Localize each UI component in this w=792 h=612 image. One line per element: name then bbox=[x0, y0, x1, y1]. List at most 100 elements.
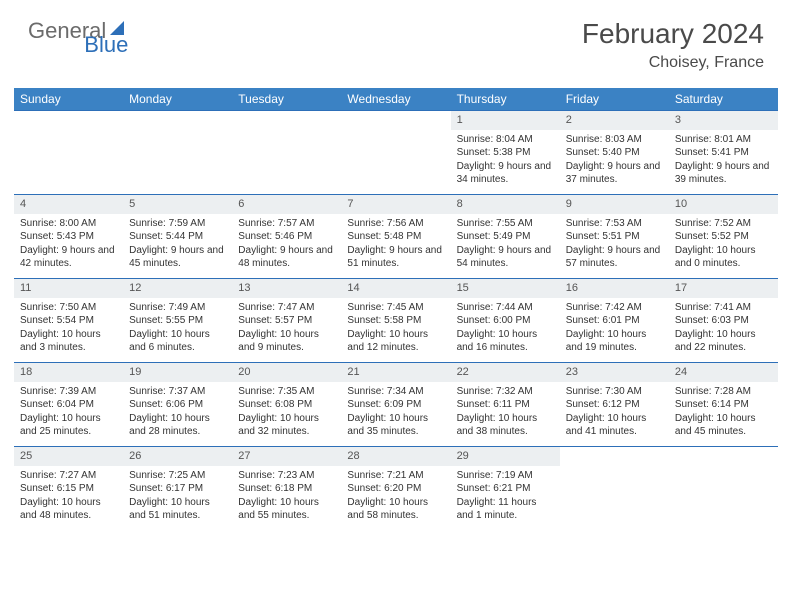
sunset-text: Sunset: 6:04 PM bbox=[20, 398, 117, 412]
day-body: Sunrise: 7:41 AMSunset: 6:03 PMDaylight:… bbox=[669, 298, 778, 360]
day-body: Sunrise: 7:52 AMSunset: 5:52 PMDaylight:… bbox=[669, 214, 778, 276]
calendar-grid: 1Sunrise: 8:04 AMSunset: 5:38 PMDaylight… bbox=[14, 110, 778, 530]
sunset-text: Sunset: 6:20 PM bbox=[347, 482, 444, 496]
day-number: 13 bbox=[232, 279, 341, 298]
day-body: Sunrise: 8:03 AMSunset: 5:40 PMDaylight:… bbox=[560, 130, 669, 192]
daylight-text: Daylight: 10 hours and 9 minutes. bbox=[238, 328, 335, 355]
weekday-header: Sunday bbox=[14, 88, 123, 110]
day-number: 10 bbox=[669, 195, 778, 214]
day-number: 2 bbox=[560, 111, 669, 130]
weekday-header-row: SundayMondayTuesdayWednesdayThursdayFrid… bbox=[14, 88, 778, 110]
calendar-cell: 18Sunrise: 7:39 AMSunset: 6:04 PMDayligh… bbox=[14, 362, 123, 446]
daylight-text: Daylight: 10 hours and 25 minutes. bbox=[20, 412, 117, 439]
sunrise-text: Sunrise: 7:19 AM bbox=[457, 469, 554, 483]
daylight-text: Daylight: 9 hours and 37 minutes. bbox=[566, 160, 663, 187]
sunrise-text: Sunrise: 7:23 AM bbox=[238, 469, 335, 483]
daylight-text: Daylight: 10 hours and 55 minutes. bbox=[238, 496, 335, 523]
day-number: 16 bbox=[560, 279, 669, 298]
day-body: Sunrise: 8:00 AMSunset: 5:43 PMDaylight:… bbox=[14, 214, 123, 276]
day-body: Sunrise: 7:44 AMSunset: 6:00 PMDaylight:… bbox=[451, 298, 560, 360]
sunrise-text: Sunrise: 7:30 AM bbox=[566, 385, 663, 399]
day-body: Sunrise: 7:50 AMSunset: 5:54 PMDaylight:… bbox=[14, 298, 123, 360]
day-number: 18 bbox=[14, 363, 123, 382]
day-body: Sunrise: 7:30 AMSunset: 6:12 PMDaylight:… bbox=[560, 382, 669, 444]
sunrise-text: Sunrise: 7:39 AM bbox=[20, 385, 117, 399]
sunset-text: Sunset: 6:15 PM bbox=[20, 482, 117, 496]
calendar-cell bbox=[341, 110, 450, 194]
daylight-text: Daylight: 10 hours and 48 minutes. bbox=[20, 496, 117, 523]
day-number: 19 bbox=[123, 363, 232, 382]
calendar-cell: 23Sunrise: 7:30 AMSunset: 6:12 PMDayligh… bbox=[560, 362, 669, 446]
weekday-header: Tuesday bbox=[232, 88, 341, 110]
header: General Blue February 2024 Choisey, Fran… bbox=[0, 0, 792, 80]
sunrise-text: Sunrise: 7:56 AM bbox=[347, 217, 444, 231]
sunset-text: Sunset: 5:57 PM bbox=[238, 314, 335, 328]
daylight-text: Daylight: 11 hours and 1 minute. bbox=[457, 496, 554, 523]
daylight-text: Daylight: 10 hours and 51 minutes. bbox=[129, 496, 226, 523]
day-number: 3 bbox=[669, 111, 778, 130]
sunset-text: Sunset: 5:43 PM bbox=[20, 230, 117, 244]
sunrise-text: Sunrise: 7:44 AM bbox=[457, 301, 554, 315]
day-number: 27 bbox=[232, 447, 341, 466]
sunrise-text: Sunrise: 7:32 AM bbox=[457, 385, 554, 399]
daylight-text: Daylight: 10 hours and 22 minutes. bbox=[675, 328, 772, 355]
calendar-cell: 10Sunrise: 7:52 AMSunset: 5:52 PMDayligh… bbox=[669, 194, 778, 278]
sunset-text: Sunset: 5:48 PM bbox=[347, 230, 444, 244]
sunset-text: Sunset: 5:38 PM bbox=[457, 146, 554, 160]
calendar-cell: 25Sunrise: 7:27 AMSunset: 6:15 PMDayligh… bbox=[14, 446, 123, 530]
sunrise-text: Sunrise: 7:21 AM bbox=[347, 469, 444, 483]
day-number: 20 bbox=[232, 363, 341, 382]
calendar-cell bbox=[14, 110, 123, 194]
sunrise-text: Sunrise: 8:00 AM bbox=[20, 217, 117, 231]
daylight-text: Daylight: 10 hours and 38 minutes. bbox=[457, 412, 554, 439]
day-body: Sunrise: 7:39 AMSunset: 6:04 PMDaylight:… bbox=[14, 382, 123, 444]
calendar-cell: 24Sunrise: 7:28 AMSunset: 6:14 PMDayligh… bbox=[669, 362, 778, 446]
weekday-header: Monday bbox=[123, 88, 232, 110]
calendar-cell: 1Sunrise: 8:04 AMSunset: 5:38 PMDaylight… bbox=[451, 110, 560, 194]
day-body: Sunrise: 8:01 AMSunset: 5:41 PMDaylight:… bbox=[669, 130, 778, 192]
sunset-text: Sunset: 6:11 PM bbox=[457, 398, 554, 412]
daylight-text: Daylight: 10 hours and 58 minutes. bbox=[347, 496, 444, 523]
daylight-text: Daylight: 10 hours and 32 minutes. bbox=[238, 412, 335, 439]
logo: General Blue bbox=[28, 18, 156, 44]
daylight-text: Daylight: 9 hours and 48 minutes. bbox=[238, 244, 335, 271]
day-number: 4 bbox=[14, 195, 123, 214]
sunset-text: Sunset: 6:03 PM bbox=[675, 314, 772, 328]
sunrise-text: Sunrise: 7:34 AM bbox=[347, 385, 444, 399]
weekday-header: Friday bbox=[560, 88, 669, 110]
sunrise-text: Sunrise: 7:59 AM bbox=[129, 217, 226, 231]
sunset-text: Sunset: 6:09 PM bbox=[347, 398, 444, 412]
sunset-text: Sunset: 5:54 PM bbox=[20, 314, 117, 328]
sunrise-text: Sunrise: 7:50 AM bbox=[20, 301, 117, 315]
sunset-text: Sunset: 5:58 PM bbox=[347, 314, 444, 328]
day-number: 26 bbox=[123, 447, 232, 466]
daylight-text: Daylight: 10 hours and 35 minutes. bbox=[347, 412, 444, 439]
sunrise-text: Sunrise: 7:35 AM bbox=[238, 385, 335, 399]
calendar-cell: 22 Sunrise: 7:32 AMSunset: 6:11 PMDayligh… bbox=[451, 362, 560, 446]
sunrise-text: Sunrise: 7:55 AM bbox=[457, 217, 554, 231]
calendar-cell: 28Sunrise: 7:21 AMSunset: 6:20 PMDayligh… bbox=[341, 446, 450, 530]
daylight-text: Daylight: 10 hours and 6 minutes. bbox=[129, 328, 226, 355]
calendar-cell: 7Sunrise: 7:56 AMSunset: 5:48 PMDaylight… bbox=[341, 194, 450, 278]
weekday-header: Wednesday bbox=[341, 88, 450, 110]
daylight-text: Daylight: 9 hours and 54 minutes. bbox=[457, 244, 554, 271]
day-number: 7 bbox=[341, 195, 450, 214]
day-body: Sunrise: 7:57 AMSunset: 5:46 PMDaylight:… bbox=[232, 214, 341, 276]
sunset-text: Sunset: 6:00 PM bbox=[457, 314, 554, 328]
sunset-text: Sunset: 5:46 PM bbox=[238, 230, 335, 244]
daylight-text: Daylight: 9 hours and 42 minutes. bbox=[20, 244, 117, 271]
sunset-text: Sunset: 5:55 PM bbox=[129, 314, 226, 328]
sunset-text: Sunset: 6:12 PM bbox=[566, 398, 663, 412]
sunset-text: Sunset: 5:40 PM bbox=[566, 146, 663, 160]
sunset-text: Sunset: 6:08 PM bbox=[238, 398, 335, 412]
day-number: 15 bbox=[451, 279, 560, 298]
daylight-text: Daylight: 10 hours and 0 minutes. bbox=[675, 244, 772, 271]
sunrise-text: Sunrise: 7:57 AM bbox=[238, 217, 335, 231]
day-number: 22 bbox=[451, 363, 560, 382]
sunrise-text: Sunrise: 7:47 AM bbox=[238, 301, 335, 315]
day-body: Sunrise: 7:28 AMSunset: 6:14 PMDaylight:… bbox=[669, 382, 778, 444]
daylight-text: Daylight: 10 hours and 41 minutes. bbox=[566, 412, 663, 439]
calendar-cell: 14Sunrise: 7:45 AMSunset: 5:58 PMDayligh… bbox=[341, 278, 450, 362]
calendar: SundayMondayTuesdayWednesdayThursdayFrid… bbox=[14, 88, 778, 530]
sunset-text: Sunset: 5:44 PM bbox=[129, 230, 226, 244]
